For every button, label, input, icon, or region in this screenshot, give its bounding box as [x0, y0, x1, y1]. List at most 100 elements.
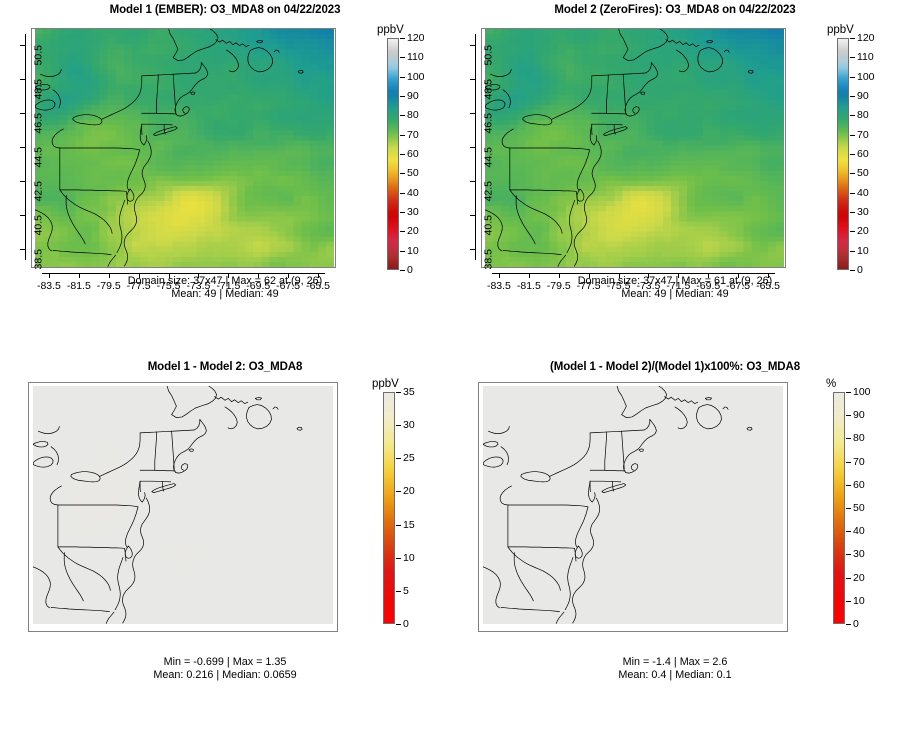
colorbar-tick-label: 5 [403, 585, 409, 597]
panel-title: Model 2 (ZeroFires): O3_MDA8 on 04/22/20… [450, 4, 900, 16]
map-frame-difference [28, 382, 338, 632]
colorbar-tick [846, 415, 851, 416]
colorbar-tick [846, 438, 851, 439]
colorbar-tick-label: 50 [857, 167, 869, 179]
colorbar-tick-label: 100 [407, 71, 425, 83]
y-axis-tick-label: 44.5 [482, 147, 494, 167]
colorbar-tick [400, 38, 405, 39]
colorbar-tick-label: 10 [853, 595, 865, 607]
panel-caption: Domain size: 37x47 | Max = 61 at (9, 26)… [450, 275, 900, 301]
colorbar-tick [400, 154, 405, 155]
raster-field-percent-difference [483, 386, 783, 624]
y-axis-line [475, 34, 476, 260]
colorbar-tick [846, 624, 851, 625]
colorbar-tick-label: 50 [407, 167, 419, 179]
colorbar-tick-label: 100 [853, 386, 871, 398]
colorbar-tick [850, 212, 855, 213]
colorbar-tick-label: 110 [857, 51, 874, 63]
colorbar-tick [400, 96, 405, 97]
y-axis-tick [20, 79, 25, 80]
colorbar-tick-label: 120 [407, 32, 425, 44]
colorbar-tick [400, 135, 405, 136]
colorbar-tick-label: 80 [857, 109, 869, 121]
y-axis-tick [20, 147, 25, 148]
colorbar-tick-label: 0 [857, 264, 863, 276]
colorbar-tick [846, 508, 851, 509]
colorbar-tick-label: 0 [403, 618, 409, 630]
colorbar-tick [846, 462, 851, 463]
colorbar-gradient [837, 38, 849, 270]
colorbar-tick-label: 60 [853, 479, 865, 491]
y-axis-tick-label: 46.5 [482, 113, 494, 133]
colorbar-tick [400, 57, 405, 58]
raster-field-model1 [35, 29, 334, 267]
y-axis-tick-label: 48.5 [482, 79, 494, 99]
colorbar-tick-label: 15 [403, 519, 415, 531]
colorbar-tick [400, 115, 405, 116]
colorbar-tick [850, 77, 855, 78]
colorbar-tick-label: 90 [407, 90, 419, 102]
y-axis-tick [470, 79, 475, 80]
colorbar-gradient [833, 392, 845, 624]
colorbar-tick [850, 173, 855, 174]
colorbar-tick-label: 10 [857, 245, 869, 257]
colorbar-tick [396, 591, 401, 592]
y-axis-tick-label: 42.5 [482, 181, 494, 201]
colorbar-tick [850, 193, 855, 194]
colorbar-tick [850, 38, 855, 39]
y-axis-tick [470, 113, 475, 114]
panel-caption: Domain size: 37x47 | Max = 62 at (9, 26)… [0, 275, 450, 301]
y-axis-tick-label: 38.5 [482, 249, 494, 269]
colorbar-tick-label: 100 [857, 71, 875, 83]
colorbar-tick-label: 20 [853, 572, 865, 584]
colorbar-tick-label: 110 [407, 51, 424, 63]
colorbar-tick [850, 96, 855, 97]
colorbar-tick-label: 10 [403, 552, 415, 564]
colorbar-tick-label: 35 [403, 386, 415, 398]
colorbar-tick-label: 0 [407, 264, 413, 276]
y-axis-tick-label: 50.5 [32, 45, 44, 65]
x-axis-line [492, 273, 775, 274]
colorbar-tick [400, 251, 405, 252]
colorbar-tick [850, 115, 855, 116]
colorbar-tick-label: 30 [857, 206, 869, 218]
y-axis-tick-label: 50.5 [482, 45, 494, 65]
colorbar-tick [850, 57, 855, 58]
colorbar-tick [846, 392, 851, 393]
colorbar-tick [400, 270, 405, 271]
y-axis-tick-label: 46.5 [32, 113, 44, 133]
colorbar-tick [850, 154, 855, 155]
colorbar-tick-label: 20 [403, 485, 415, 497]
colorbar-tick-label: 30 [403, 419, 415, 431]
colorbar-tick-label: 70 [857, 129, 869, 141]
colorbar-tick-label: 20 [857, 225, 869, 237]
colorbar-unit-label: % [826, 378, 836, 390]
colorbar-tick [850, 231, 855, 232]
panel-title: Model 1 (EMBER): O3_MDA8 on 04/22/2023 [0, 4, 450, 16]
colorbar-unit-label: ppbV [377, 24, 404, 36]
y-axis-tick [20, 249, 25, 250]
colorbar-tick-label: 90 [853, 409, 865, 421]
colorbar-tick [396, 392, 401, 393]
colorbar-tick [846, 531, 851, 532]
colorbar-tick-label: 70 [853, 456, 865, 468]
panel-caption: Min = -1.4 | Max = 2.6 Mean: 0.4 | Media… [450, 656, 900, 682]
panel-caption: Min = -0.699 | Max = 1.35 Mean: 0.216 | … [0, 656, 450, 682]
colorbar-tick-label: 60 [857, 148, 869, 160]
colorbar-tick [400, 77, 405, 78]
colorbar-tick [396, 558, 401, 559]
y-axis-line [25, 34, 26, 260]
colorbar-tick-label: 70 [407, 129, 419, 141]
colorbar-tick-label: 10 [407, 245, 419, 257]
raster-field-model2 [485, 29, 784, 267]
colorbar-tick-label: 30 [853, 548, 865, 560]
colorbar-tick-label: 120 [857, 32, 875, 44]
colorbar-tick [400, 212, 405, 213]
panel-title: Model 1 - Model 2: O3_MDA8 [0, 361, 450, 373]
colorbar-tick [846, 578, 851, 579]
colorbar-tick-label: 90 [857, 90, 869, 102]
y-axis-tick [470, 215, 475, 216]
y-axis-tick-label: 40.5 [482, 215, 494, 235]
y-axis-tick-label: 40.5 [32, 215, 44, 235]
colorbar-tick [396, 458, 401, 459]
